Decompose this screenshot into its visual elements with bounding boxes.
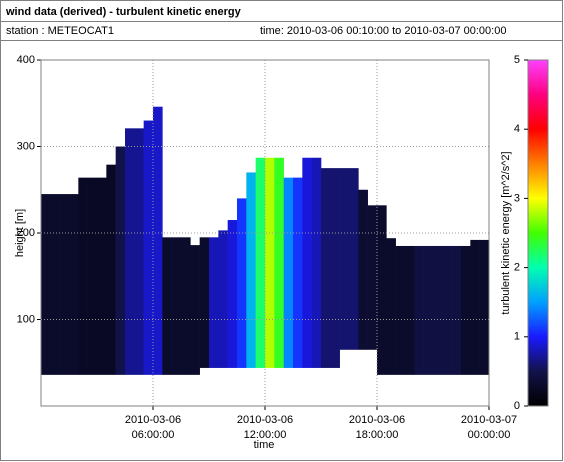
x-tick-label: 2010-03-07 00:00:00 bbox=[461, 414, 517, 441]
plot-frame bbox=[40, 59, 490, 407]
heatmap-cell bbox=[423, 245, 434, 375]
colorbar-tick-label: 4 bbox=[514, 123, 520, 135]
x-axis-label: time bbox=[254, 439, 275, 451]
heatmap-cell bbox=[283, 177, 294, 368]
heatmap-cell bbox=[339, 168, 350, 350]
heatmap-cell bbox=[451, 245, 462, 375]
heatmap-cell bbox=[50, 194, 60, 375]
heatmap-cell bbox=[153, 106, 163, 375]
heatmap-cell bbox=[171, 237, 182, 375]
y-tick-label: 400 bbox=[17, 54, 35, 66]
heatmap-cell bbox=[405, 245, 415, 375]
heatmap-cell bbox=[143, 120, 154, 375]
heatmap-cell bbox=[78, 177, 88, 375]
y-tick-label: 300 bbox=[17, 140, 35, 152]
colorbar-label: turbulent kinetic energy [m^2/s^2] bbox=[500, 151, 512, 314]
heatmap-cell bbox=[69, 194, 79, 375]
heatmap-cell bbox=[321, 168, 331, 368]
x-tick-label: 2010-03-06 12:00:00 bbox=[237, 414, 293, 441]
heatmap-cell bbox=[442, 245, 452, 375]
heatmap-cell bbox=[227, 220, 238, 368]
heatmap-cell bbox=[237, 198, 247, 368]
heatmap-cell bbox=[162, 237, 172, 375]
heatmap-cell bbox=[125, 128, 135, 375]
chart-title: wind data (derived) - turbulent kinetic … bbox=[5, 6, 242, 18]
heatmap-cell bbox=[218, 230, 228, 368]
time-range: time: 2010-03-06 00:10:00 to 2010-03-07 … bbox=[260, 25, 506, 37]
heatmap-cell bbox=[199, 237, 210, 368]
heatmap-cell bbox=[330, 168, 340, 368]
heatmap-cell bbox=[311, 157, 322, 368]
colorbar-tick-label: 2 bbox=[514, 262, 520, 274]
x-tick-label: 2010-03-06 06:00:00 bbox=[125, 414, 181, 441]
heatmap-cell bbox=[87, 177, 98, 375]
colorbar-tick-label: 1 bbox=[514, 331, 520, 343]
heatmap-cell bbox=[414, 245, 424, 375]
heatmap-cell bbox=[461, 245, 471, 375]
heatmap-cell bbox=[302, 157, 312, 368]
y-tick-label: 100 bbox=[17, 313, 35, 325]
heatmap-cell bbox=[59, 194, 70, 375]
heatmap-cell bbox=[479, 239, 490, 375]
heatmap-cell bbox=[41, 194, 51, 375]
heatmap-cell bbox=[265, 157, 275, 368]
heatmap-cell bbox=[134, 128, 144, 375]
x-tick-label: 2010-03-06 18:00:00 bbox=[349, 414, 405, 441]
heatmap-cell bbox=[293, 177, 303, 368]
heatmap-cell bbox=[106, 164, 116, 375]
colorbar bbox=[527, 59, 549, 407]
colorbar-tick-label: 0 bbox=[514, 400, 520, 412]
heatmap-cell bbox=[367, 205, 378, 350]
heatmap-cell bbox=[115, 146, 126, 375]
station: station : METEOCAT1 bbox=[6, 25, 114, 37]
y-tick-label: 200 bbox=[17, 227, 35, 239]
heatmap-cell bbox=[274, 157, 284, 368]
colorbar-tick-label: 3 bbox=[514, 192, 520, 204]
heatmap-cell bbox=[433, 245, 443, 375]
heatmap-cell bbox=[386, 238, 396, 375]
heatmap-cell bbox=[209, 237, 219, 368]
colorbar-tick-label: 5 bbox=[514, 54, 520, 66]
heatmap-cell bbox=[349, 168, 359, 350]
heatmap-cell bbox=[97, 177, 107, 375]
heatmap-cell bbox=[190, 245, 200, 375]
heatmap-cell bbox=[470, 239, 480, 375]
heatmap-cell bbox=[395, 245, 406, 375]
heatmap-cell bbox=[181, 237, 191, 375]
heatmap-cell bbox=[358, 189, 368, 350]
heatmap-cell bbox=[377, 205, 387, 375]
y-axis-label: height [m] bbox=[14, 209, 26, 257]
heatmap-cell bbox=[255, 157, 266, 368]
heatmap-cell bbox=[246, 172, 256, 368]
